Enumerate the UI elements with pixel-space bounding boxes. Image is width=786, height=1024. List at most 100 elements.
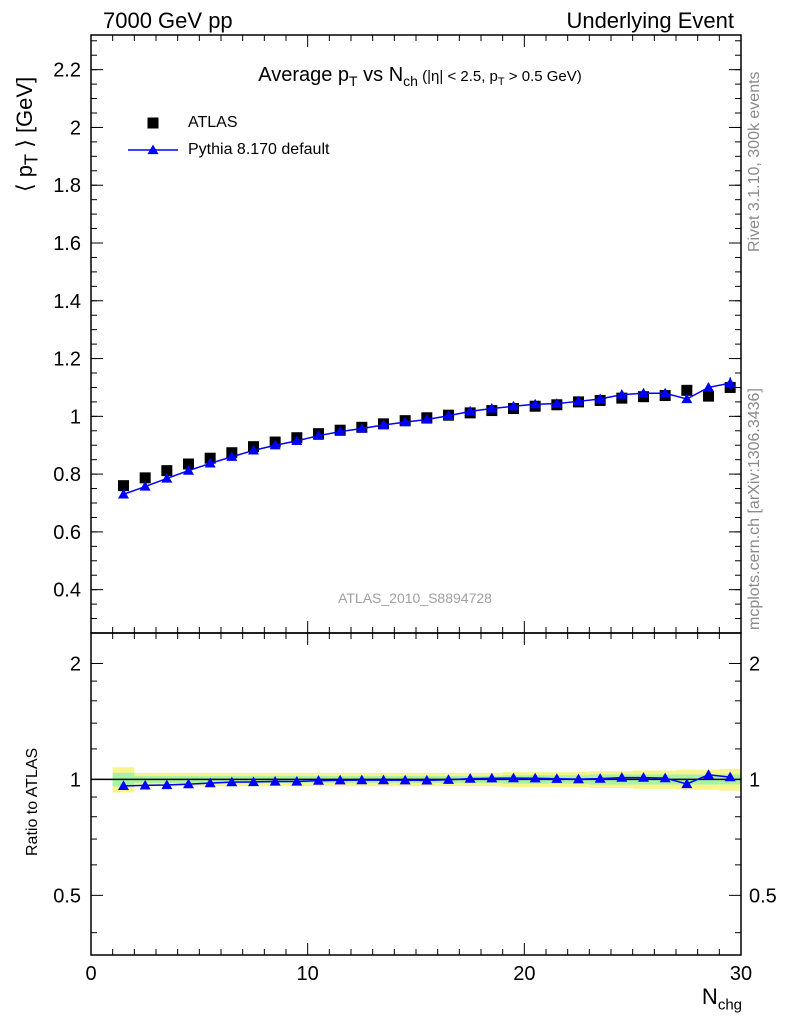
y-tick-label-right: 0.5 xyxy=(749,885,777,907)
ratio-pythia-point xyxy=(399,774,411,785)
pythia-point xyxy=(334,426,346,436)
pythia-point xyxy=(291,435,303,446)
title-cond-a: (|η| < 2.5, p xyxy=(417,68,498,85)
x-tick-label: 0 xyxy=(85,963,96,985)
pythia-point xyxy=(681,393,693,404)
ratio-pythia-point xyxy=(356,774,368,785)
pythia-point xyxy=(573,395,584,406)
pythia-point xyxy=(118,488,129,499)
pythia-point xyxy=(313,430,324,440)
pythia-point xyxy=(724,377,736,388)
pythia-point xyxy=(204,457,216,468)
title-condition: (|η| < 2.5, pT > 0.5 GeV) xyxy=(417,68,582,88)
title-cond-b: > 0.5 GeV) xyxy=(504,68,582,85)
y-tick-label: 1.8 xyxy=(53,175,81,197)
pythia-point xyxy=(161,472,173,483)
atlas-point xyxy=(118,480,129,492)
xlabel-sub: chg xyxy=(717,996,742,1014)
ratio-pythia-point xyxy=(313,775,324,785)
ratio-pythia-point xyxy=(659,772,671,783)
y-tick-label-right: 2 xyxy=(749,653,760,675)
atlas-point xyxy=(139,472,151,484)
y-tick-label: 1.6 xyxy=(53,233,81,255)
ratio-panel-series xyxy=(118,769,736,791)
legend-atlas-marker xyxy=(147,117,159,129)
top-ylabel-end: ⟩ [GeV] xyxy=(12,76,37,154)
header-right: Underlying Event xyxy=(566,8,734,33)
y-tick-label: 2 xyxy=(70,117,81,139)
ratio-pythia-point xyxy=(139,779,151,790)
pythia-point xyxy=(508,400,519,411)
ratio-pythia-point xyxy=(508,772,519,783)
pythia-point xyxy=(659,387,671,398)
ratio-pythia-point xyxy=(226,776,238,787)
top-y-axis-label: ⟨ pT ⟩ [GeV] xyxy=(12,77,42,192)
ratio-pythia-point xyxy=(529,772,541,783)
y-tick-label: 1 xyxy=(70,406,81,428)
title-sub-a: T xyxy=(349,73,358,89)
ratio-pythia-point xyxy=(573,773,584,784)
y-tick-label: 0.5 xyxy=(53,885,81,907)
pythia-point xyxy=(638,387,649,398)
pythia-point xyxy=(378,419,389,430)
atlas-point xyxy=(703,390,714,402)
ratio-pythia-point xyxy=(551,773,563,783)
title-main-a: Average p xyxy=(258,64,350,86)
y-tick-label: 2.2 xyxy=(53,60,81,82)
ratio-pythia-point xyxy=(464,773,476,783)
pythia-point xyxy=(226,451,238,461)
ratio-pythia-point xyxy=(616,772,628,782)
y-tick-label: 0.6 xyxy=(53,522,81,544)
ratio-panel-frame: 0.5 0.51 12 20 10 20 30 xyxy=(53,632,777,985)
legend-pythia-marker xyxy=(147,144,159,155)
ratio-pythia-point xyxy=(443,774,454,784)
x-tick-label: 10 xyxy=(297,963,319,985)
y-tick-label: 1.2 xyxy=(53,349,81,371)
ratio-pythia-point xyxy=(638,772,649,782)
pythia-point xyxy=(269,439,281,450)
ratio-pythia-point xyxy=(161,779,173,790)
atlas-point xyxy=(161,465,173,477)
y-tick-label-right: 1 xyxy=(749,769,760,791)
x-tick-label: 20 xyxy=(513,963,535,985)
header-left: 7000 GeV pp xyxy=(103,8,233,33)
y-tick-label: 0.8 xyxy=(53,464,81,486)
ratio-pythia-point xyxy=(421,774,433,785)
ratio-pythia-point xyxy=(269,775,281,786)
ratio-pythia-point xyxy=(183,778,194,789)
title-cond-sub: T xyxy=(497,76,505,88)
ratio-pythia-point xyxy=(486,772,498,783)
y-tick-label: 1.4 xyxy=(53,291,81,313)
legend-markers xyxy=(128,117,178,155)
pythia-point xyxy=(703,381,714,392)
pythia-point xyxy=(399,416,411,427)
xlabel-main: N xyxy=(701,984,718,1009)
ratio-frame-box xyxy=(90,632,742,956)
legend-pythia-label: Pythia 8.170 default xyxy=(188,141,330,158)
y-tick-label: 1 xyxy=(70,769,81,791)
top-ylabel-sub: T xyxy=(20,153,42,166)
pythia-point xyxy=(248,444,259,455)
pythia-point xyxy=(486,403,498,413)
y-tick-label: 2 xyxy=(70,653,81,675)
ratio-pythia-point xyxy=(204,777,216,788)
x-tick-label: 30 xyxy=(730,963,752,985)
side-text-bottom: mcplots.cern.ch [arXiv:1306.3436] xyxy=(746,388,763,630)
ratio-pythia-point xyxy=(681,778,693,789)
ratio-pythia-point xyxy=(378,774,389,785)
x-axis-label: Nchg xyxy=(702,984,742,1013)
y-tick-label: 0.4 xyxy=(53,580,81,602)
pythia-point xyxy=(594,393,606,404)
pythia-point xyxy=(443,410,454,420)
pythia-point xyxy=(529,398,541,409)
ratio-pythia-point xyxy=(118,780,129,791)
title-sub-b: ch xyxy=(403,73,418,89)
ratio-pythia-point xyxy=(594,773,606,783)
side-text-top: Rivet 3.1.10, 300k events xyxy=(746,71,763,252)
pythia-point xyxy=(139,481,151,491)
analysis-id: ATLAS_2010_S8894728 xyxy=(338,590,492,606)
title-main-b: vs N xyxy=(357,64,404,86)
pythia-point xyxy=(616,389,628,399)
ratio-y-axis-label: Ratio to ATLAS xyxy=(24,747,41,856)
